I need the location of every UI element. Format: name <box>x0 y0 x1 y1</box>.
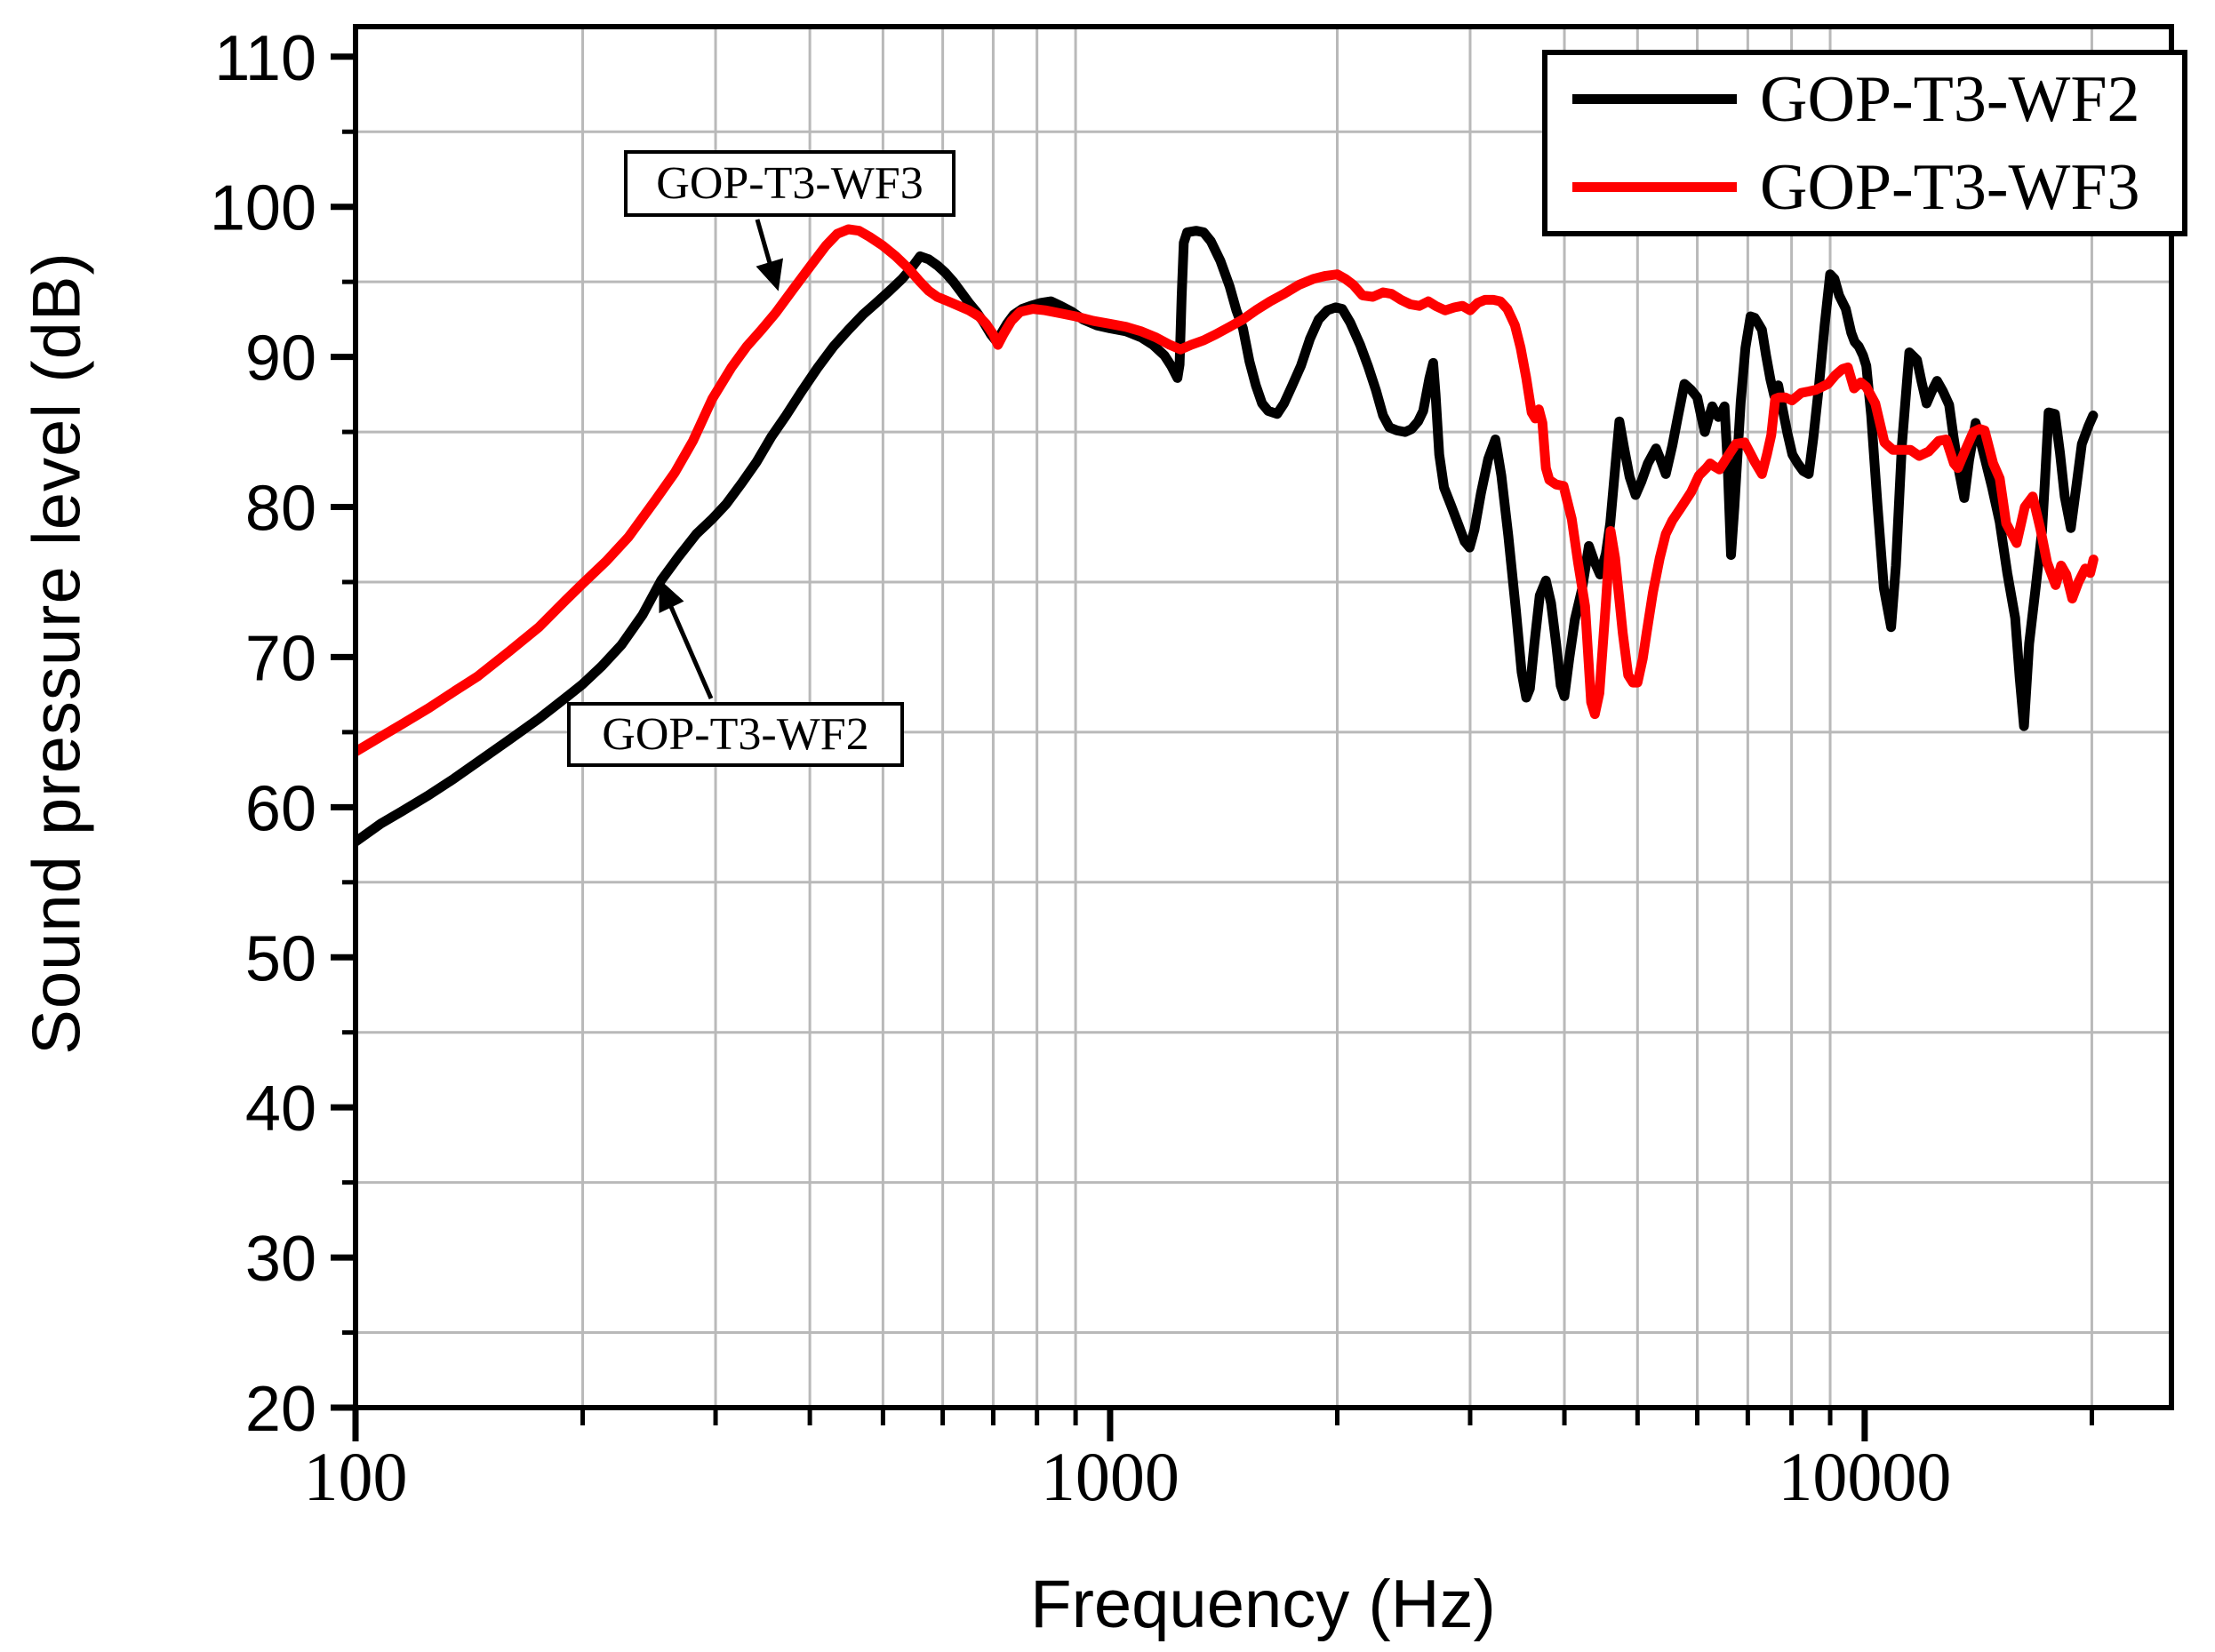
y-tick-labels: 20 30 40 50 60 70 80 90 100 110 <box>210 23 316 1445</box>
y-tick-label: 60 <box>245 773 316 844</box>
annotation-box-wf3: GOP-T3-WF3 <box>624 150 956 217</box>
annotation-box-wf2: GOP-T3-WF2 <box>567 702 904 767</box>
arrowhead-wf2 <box>659 579 684 613</box>
axis-ticks <box>331 53 2094 1441</box>
series-line-GOP-T3-WF2 <box>356 226 2099 847</box>
y-tick-label: 70 <box>245 623 316 694</box>
y-tick-label: 50 <box>245 923 316 994</box>
legend-row-wf2: GOP-T3-WF2 <box>1547 55 2182 143</box>
x-tick-label: 10000 <box>1778 1438 1951 1515</box>
y-tick-label: 110 <box>214 23 316 94</box>
arrow-line-wf2 <box>666 600 714 699</box>
x-axis-title: Frequency (Hz) <box>1030 1567 1496 1642</box>
x-tick-label: 1000 <box>1041 1438 1179 1515</box>
annotation-label-wf2: GOP-T3-WF2 <box>602 709 869 760</box>
y-tick-label: 80 <box>245 474 316 545</box>
arrowhead-wf3 <box>756 258 784 291</box>
legend-row-wf3: GOP-T3-WF3 <box>1547 143 2182 231</box>
legend-label-wf2: GOP-T3-WF2 <box>1760 62 2140 136</box>
legend-line-sample-wf3 <box>1572 182 1737 192</box>
arrow-line-wf3 <box>755 219 774 270</box>
legend-line-sample-wf2 <box>1572 94 1737 104</box>
legend: GOP-T3-WF2 GOP-T3-WF3 <box>1542 50 2187 236</box>
annotation-arrows <box>659 219 784 699</box>
y-tick-label: 40 <box>245 1073 316 1145</box>
y-tick-label: 100 <box>210 173 316 244</box>
gridlines <box>356 27 2171 1408</box>
annotation-label-wf3: GOP-T3-WF3 <box>656 158 924 209</box>
x-tick-label: 100 <box>304 1438 408 1515</box>
y-tick-label: 90 <box>245 323 316 395</box>
series-line-GOP-T3-WF3 <box>356 224 2099 757</box>
legend-label-wf3: GOP-T3-WF3 <box>1760 150 2140 224</box>
y-tick-label: 20 <box>245 1374 316 1445</box>
y-axis-title: Sound pressure level (dB) <box>19 251 95 1055</box>
plot-frame <box>353 24 2174 1410</box>
x-tick-labels: 100 1000 10000 <box>304 1438 1952 1515</box>
y-tick-label: 30 <box>245 1224 316 1295</box>
series-lines <box>356 224 2099 847</box>
